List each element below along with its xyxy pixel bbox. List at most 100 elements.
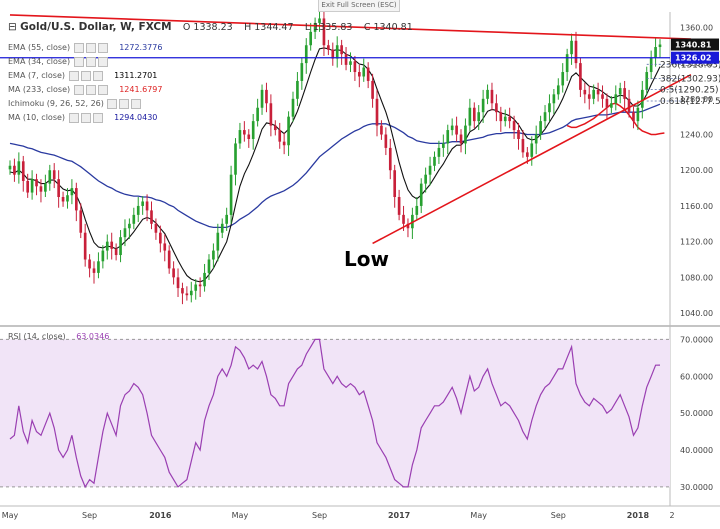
candle-body bbox=[66, 195, 69, 202]
candle-body bbox=[318, 18, 321, 23]
candle-body bbox=[636, 107, 640, 122]
candle-body bbox=[181, 288, 184, 294]
settings-icon[interactable] bbox=[85, 42, 96, 53]
candle-body bbox=[75, 188, 78, 211]
fib-level-label: 236(1318.63) bbox=[660, 60, 720, 70]
candle-body bbox=[464, 125, 467, 144]
close-icon[interactable] bbox=[92, 112, 103, 123]
y-tick-label: 1120.00 bbox=[680, 238, 713, 247]
candle-body bbox=[548, 103, 551, 113]
candle-body bbox=[159, 232, 162, 244]
candle-body bbox=[556, 85, 560, 95]
candle-body bbox=[415, 205, 419, 215]
ohlc-high: H 1344.47 bbox=[244, 22, 294, 33]
candle-body bbox=[273, 125, 277, 131]
top-bar: Exit Full Screen (ESC) bbox=[0, 0, 720, 12]
candle-body bbox=[57, 179, 60, 198]
candle-body bbox=[640, 89, 644, 108]
candle-body bbox=[269, 103, 273, 126]
candle-body bbox=[207, 259, 211, 273]
rsi-tick-label: 40.0000 bbox=[680, 446, 713, 455]
x-tick-label: Sep bbox=[82, 511, 97, 520]
candle-body bbox=[574, 40, 578, 64]
settings-icon[interactable] bbox=[80, 112, 91, 123]
hline-price-badge bbox=[671, 51, 719, 64]
candle-body bbox=[521, 138, 525, 153]
eye-icon[interactable] bbox=[68, 70, 79, 81]
candle-body bbox=[44, 183, 47, 192]
candle-body bbox=[52, 170, 56, 180]
candle-body bbox=[260, 89, 264, 108]
eye-icon[interactable] bbox=[73, 56, 84, 67]
indicator-value: 1241.6797 bbox=[119, 85, 163, 94]
candle-body bbox=[526, 152, 529, 157]
candle-body bbox=[97, 261, 100, 273]
settings-icon[interactable] bbox=[80, 70, 91, 81]
close-icon[interactable] bbox=[131, 98, 142, 109]
candle-body bbox=[114, 248, 118, 256]
candle-body bbox=[601, 94, 604, 99]
candle-body bbox=[393, 170, 397, 198]
candle-body bbox=[503, 116, 507, 122]
rsi-tick-label: 70.0000 bbox=[680, 335, 713, 344]
last-price-label: 1340.81 bbox=[675, 41, 712, 50]
candle-body bbox=[570, 40, 573, 55]
exit-fullscreen-button[interactable]: Exit Full Screen (ESC) bbox=[318, 0, 400, 12]
candle-body bbox=[450, 125, 454, 131]
eye-icon[interactable] bbox=[68, 112, 79, 123]
candle-body bbox=[508, 116, 511, 122]
indicator-label: EMA (7, close) bbox=[8, 71, 65, 80]
candle-body bbox=[167, 250, 171, 269]
symbol-title[interactable]: Gold/U.S. Dollar, W, FXCM bbox=[20, 21, 172, 33]
candle-body bbox=[605, 98, 609, 108]
candle-body bbox=[596, 89, 600, 95]
candle-body bbox=[145, 201, 149, 211]
candle-body bbox=[327, 45, 330, 50]
settings-icon[interactable] bbox=[85, 84, 96, 95]
eye-icon[interactable] bbox=[107, 98, 118, 109]
ohlc-low: L 1335.83 bbox=[304, 22, 353, 33]
candle-body bbox=[406, 223, 410, 229]
candle-body bbox=[105, 241, 109, 251]
candle-body bbox=[101, 250, 105, 262]
rsi-value: 63.0346 bbox=[76, 332, 110, 341]
indicator-legend-1[interactable]: EMA (34, close) bbox=[8, 56, 109, 67]
collapse-icon[interactable]: ⊟ bbox=[8, 21, 17, 33]
candle-body bbox=[331, 49, 335, 59]
candle-body bbox=[70, 188, 74, 196]
close-icon[interactable] bbox=[92, 70, 103, 81]
indicator-value: 1272.3776 bbox=[119, 43, 163, 52]
candle-body bbox=[618, 88, 622, 95]
indicator-legend-5[interactable]: MA (10, close) 1294.0430 bbox=[8, 112, 159, 123]
candle-body bbox=[88, 259, 91, 269]
indicator-legend-0[interactable]: EMA (55, close) 1272.3776 bbox=[8, 42, 164, 53]
candle-body bbox=[357, 72, 361, 77]
candle-body bbox=[216, 232, 220, 251]
indicator-legend-3[interactable]: MA (233, close) 1241.6797 bbox=[8, 84, 164, 95]
close-icon[interactable] bbox=[97, 84, 108, 95]
eye-icon[interactable] bbox=[73, 84, 84, 95]
candle-body bbox=[499, 112, 503, 122]
candle-body bbox=[304, 45, 308, 64]
rsi-legend[interactable]: RSI (14, close) 63.0346 bbox=[8, 331, 111, 342]
settings-icon[interactable] bbox=[119, 98, 130, 109]
candle-body bbox=[243, 130, 246, 135]
settings-icon[interactable] bbox=[85, 56, 96, 67]
close-icon[interactable] bbox=[97, 56, 108, 67]
candle-body bbox=[658, 44, 662, 48]
candle-body bbox=[256, 107, 259, 122]
candle-body bbox=[123, 228, 127, 238]
candle-body bbox=[163, 243, 167, 251]
candle-body bbox=[397, 197, 401, 215]
candle-body bbox=[128, 223, 131, 229]
candle-body bbox=[48, 170, 52, 184]
candle-body bbox=[79, 210, 83, 233]
close-icon[interactable] bbox=[97, 42, 108, 53]
candle-body bbox=[185, 293, 189, 296]
eye-icon[interactable] bbox=[73, 42, 84, 53]
candle-body bbox=[313, 22, 317, 32]
indicator-legend-2[interactable]: EMA (7, close) 1311.2701 bbox=[8, 70, 159, 81]
candle-body bbox=[380, 125, 383, 135]
indicator-legend-4[interactable]: Ichimoku (9, 26, 52, 26) bbox=[8, 98, 142, 109]
candle-body bbox=[141, 201, 144, 206]
